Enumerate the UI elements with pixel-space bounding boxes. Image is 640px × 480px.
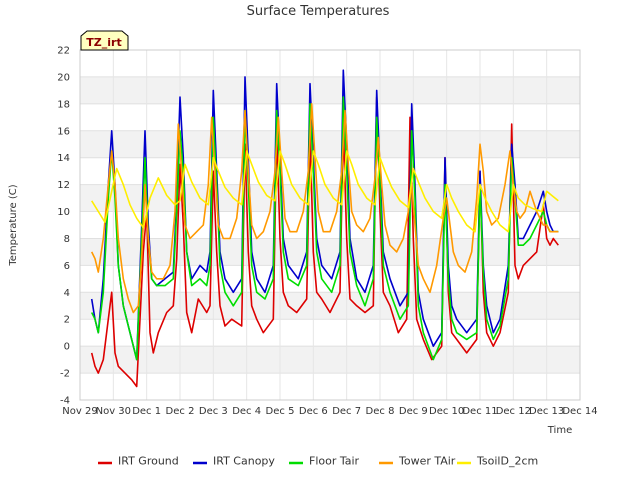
y-tick-label: 2	[64, 315, 70, 326]
legend-label: IRT Ground	[118, 455, 179, 468]
plot-frame	[79, 49, 581, 401]
y-tick-label: 18	[57, 99, 70, 110]
y-tick-label: 12	[57, 180, 70, 191]
x-tick-label: Dec 4	[232, 406, 261, 417]
site-label: TZ_irt	[86, 36, 121, 49]
grid-band	[80, 238, 580, 266]
series-line-tower-tair	[90, 103, 559, 314]
y-tick-labels: -4 -2 0 2 4 6 8 10 12 14 16 18 20 22	[57, 46, 70, 407]
x-tick-label: Dec 13	[529, 406, 564, 417]
site-label-box: TZ_irt	[80, 30, 129, 51]
y-tick-label: 0	[64, 342, 70, 353]
y-tick-label: 14	[57, 153, 70, 164]
axes	[79, 49, 581, 401]
grid-band	[80, 346, 580, 374]
legend-item: Tower TAir	[379, 455, 456, 468]
legend-label: TsoilD_2cm	[476, 455, 538, 468]
legend-item: IRT Canopy	[193, 455, 275, 468]
legend-label: Floor Tair	[309, 455, 360, 468]
x-tick-label: Dec 10	[429, 406, 464, 417]
legend-label: Tower TAir	[398, 455, 456, 468]
site-label-background	[80, 30, 129, 51]
grid-band	[80, 292, 580, 320]
x-tick-label: Dec 7	[332, 406, 361, 417]
legend-item: TsoilD_2cm	[457, 455, 538, 468]
x-tick-label: Nov 30	[96, 406, 131, 417]
y-tick-label: 4	[64, 288, 70, 299]
x-tick-label: Dec 9	[399, 406, 428, 417]
series-lines	[90, 69, 559, 388]
legend-item: IRT Ground	[98, 455, 179, 468]
y-axis-label: Temperature (C)	[8, 184, 19, 266]
x-tick-label: Nov 29	[62, 406, 97, 417]
y-tick-label: 8	[64, 234, 70, 245]
y-tick-label: 10	[57, 207, 70, 218]
legend: IRT Ground IRT Canopy Floor Tair Tower TAir…	[98, 455, 538, 468]
y-tick-label: 22	[57, 46, 70, 57]
x-tick-label: Dec 5	[266, 406, 295, 417]
y-tick-label: 20	[57, 72, 70, 83]
series-line-irt-ground	[90, 96, 559, 388]
chart-title: Surface Temperatures	[247, 4, 390, 19]
x-axis-label: Time	[547, 425, 572, 436]
x-tick-label: Dec 14	[562, 406, 597, 417]
y-tick-label: 6	[64, 261, 70, 272]
y-tick-label: 16	[57, 126, 70, 137]
plot-background	[80, 50, 580, 400]
x-tick-label: Dec 2	[166, 406, 195, 417]
grid-band	[80, 76, 580, 104]
x-tick-label: Dec 1	[132, 406, 161, 417]
x-tick-label: Dec 3	[199, 406, 228, 417]
y-tick-label: -4	[60, 396, 70, 407]
x-tick-label: Dec 8	[366, 406, 395, 417]
series-line-floor-tair	[90, 96, 559, 361]
series-line-tsoild-2cm	[91, 150, 559, 233]
x-tick-label: Dec 12	[496, 406, 531, 417]
x-tick-label: Dec 11	[462, 406, 497, 417]
legend-item: Floor Tair	[289, 455, 360, 468]
legend-label: IRT Canopy	[213, 455, 275, 468]
grid-band	[80, 130, 580, 158]
y-tick-label: -2	[60, 369, 70, 380]
x-tick-label: Dec 6	[299, 406, 328, 417]
plot-area	[80, 50, 580, 400]
